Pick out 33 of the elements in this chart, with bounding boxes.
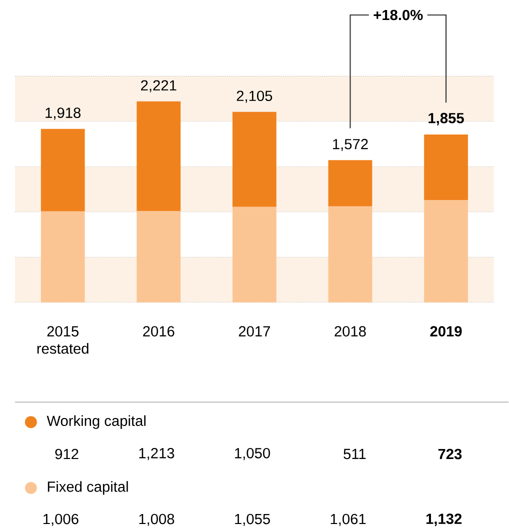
data-label: 1,006 [44, 514, 78, 526]
data-label: 1,055 [235, 514, 270, 526]
data-label: 912 [55, 448, 78, 460]
legend-label: Working capital [46, 415, 146, 429]
bar [232, 112, 276, 207]
x-tick-label: 2018 [334, 326, 366, 336]
x-tick-label: 2015 restated [37, 326, 88, 354]
data-label: 1,213 [139, 448, 174, 460]
bar [136, 211, 181, 302]
data-label: 723 [438, 448, 462, 460]
data-label: 511 [344, 448, 366, 460]
data-label: 1,061 [330, 514, 366, 526]
data-label: 1,008 [139, 514, 174, 526]
data-label: 1,132 [426, 514, 462, 526]
data-label: 1,050 [235, 448, 270, 460]
bar [136, 101, 181, 212]
total-label: 1,918 [46, 108, 81, 120]
x-tick-label: 2017 [238, 326, 270, 336]
bar [424, 134, 468, 200]
bar [232, 206, 276, 302]
bar [328, 160, 372, 206]
legend-label: Fixed capital [48, 481, 128, 495]
x-tick-label: 2019 [430, 326, 462, 336]
bar [328, 206, 372, 302]
total-label: 1,855 [428, 112, 464, 126]
text: +18.0% [374, 10, 423, 20]
total-label: 2,221 [141, 80, 176, 92]
total-label: 1,572 [333, 138, 368, 152]
bar [40, 128, 85, 212]
total-label: 2,105 [236, 90, 272, 103]
x-tick-label: 2016 [143, 326, 174, 336]
bar [40, 211, 85, 302]
bar [424, 200, 468, 302]
